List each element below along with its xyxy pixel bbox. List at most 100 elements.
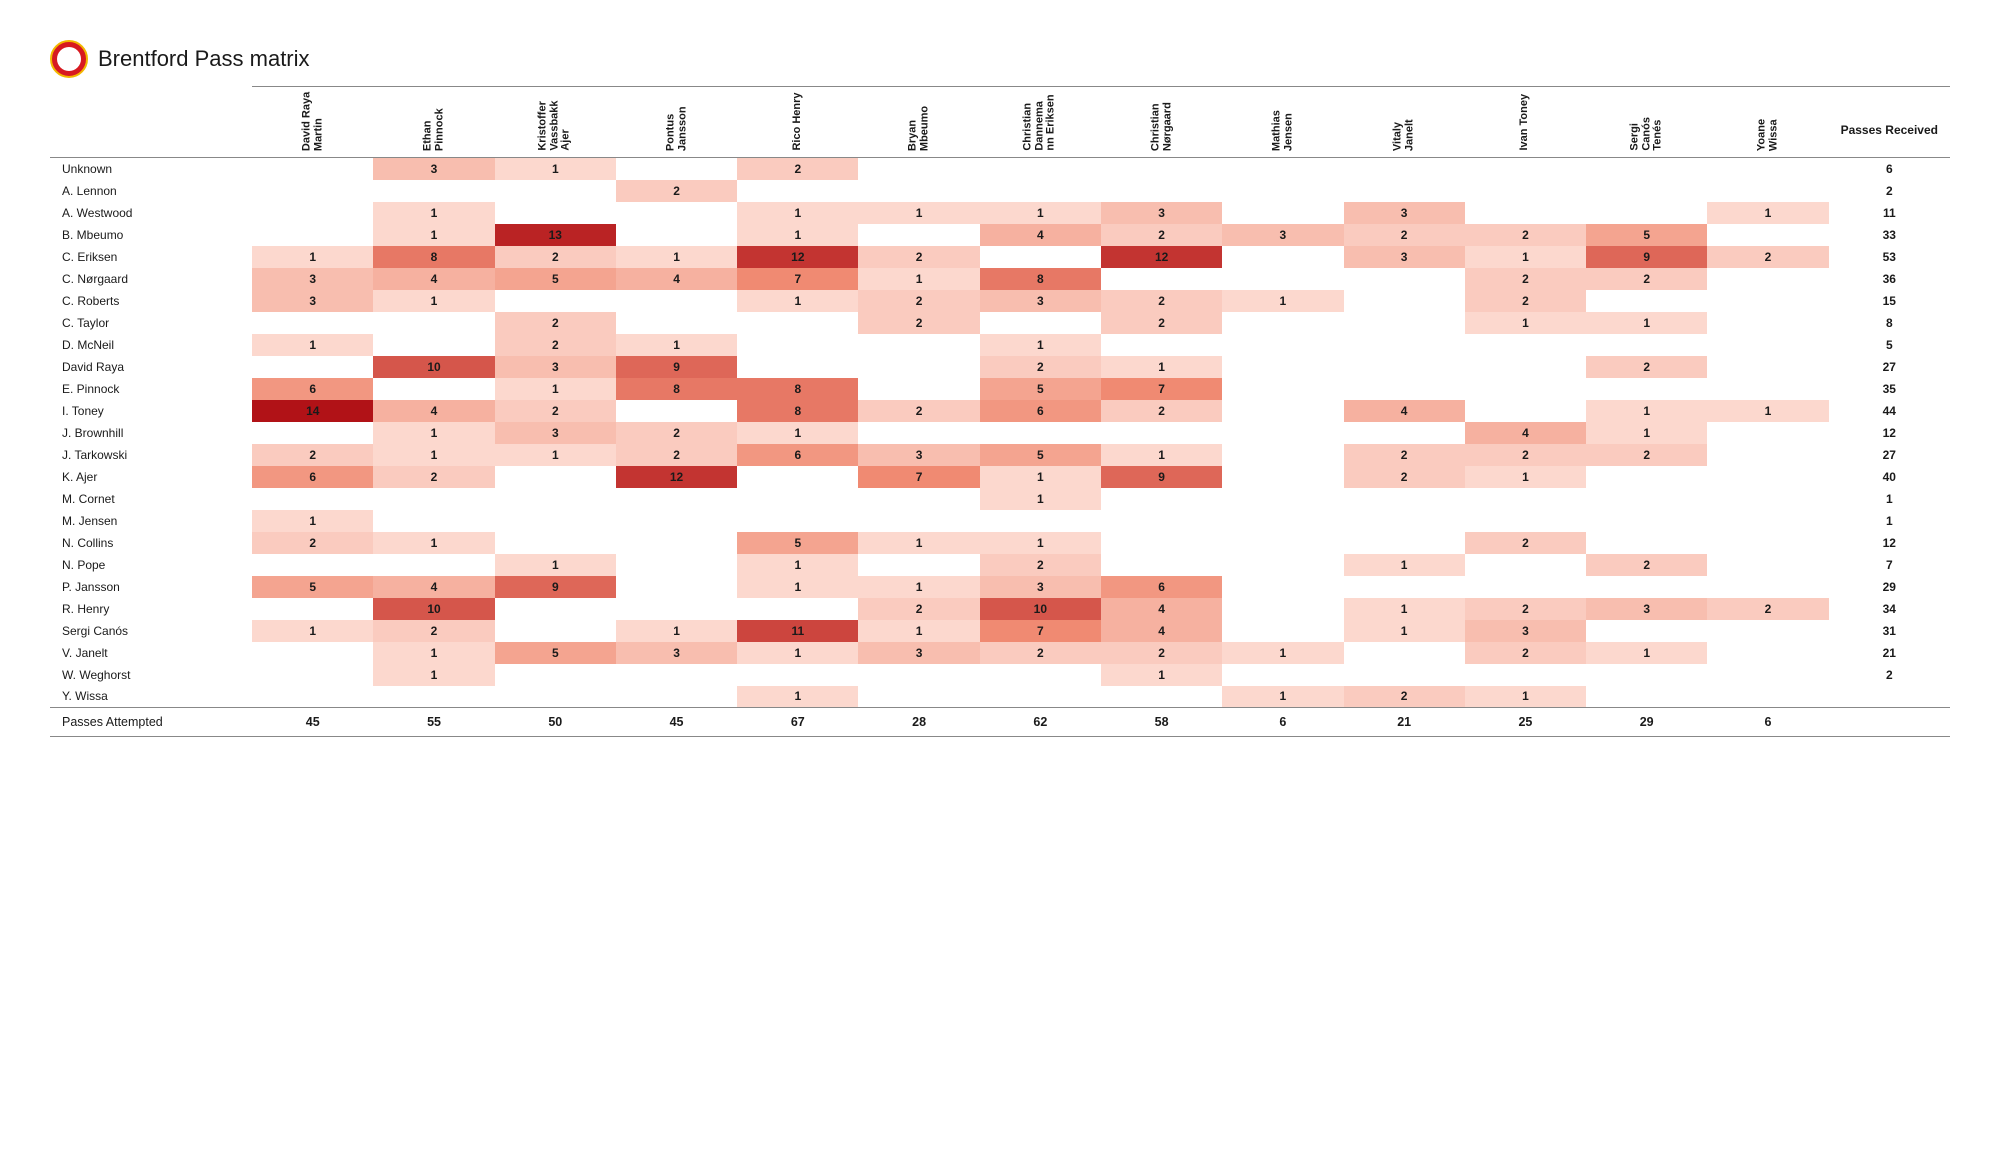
cell: 3 (373, 158, 494, 180)
column-total: 58 (1101, 708, 1222, 737)
cell: 2 (1465, 268, 1586, 290)
column-total: 50 (495, 708, 616, 737)
cell (373, 554, 494, 576)
row-total: 5 (1829, 334, 1950, 356)
row-label: B. Mbeumo (50, 224, 252, 246)
cell: 2 (1465, 224, 1586, 246)
cell: 4 (1101, 620, 1222, 642)
cell (737, 356, 858, 378)
cell: 6 (252, 466, 373, 488)
row-label: J. Brownhill (50, 422, 252, 444)
cell: 11 (737, 620, 858, 642)
cell: 3 (1344, 202, 1465, 224)
row-label: C. Roberts (50, 290, 252, 312)
column-header: David Raya Martin (252, 87, 373, 158)
cell: 1 (980, 488, 1101, 510)
cell: 2 (495, 400, 616, 422)
cell (1344, 642, 1465, 664)
cell: 1 (737, 224, 858, 246)
row-total: 6 (1829, 158, 1950, 180)
row-total: 21 (1829, 642, 1950, 664)
cell: 6 (980, 400, 1101, 422)
cell (616, 598, 737, 620)
cell: 1 (252, 246, 373, 268)
column-header: Christian Dannema nn Eriksen (980, 87, 1101, 158)
cell: 2 (373, 620, 494, 642)
cell (858, 510, 979, 532)
cell (616, 554, 737, 576)
row-label: A. Westwood (50, 202, 252, 224)
cell (1222, 400, 1343, 422)
row-label: J. Tarkowski (50, 444, 252, 466)
table-row: A. Lennon22 (50, 180, 1950, 202)
cell (1222, 510, 1343, 532)
cell: 9 (616, 356, 737, 378)
table-row: E. Pinnock61885735 (50, 378, 1950, 400)
cell: 1 (737, 202, 858, 224)
cell (616, 510, 737, 532)
cell (1101, 158, 1222, 180)
cell (858, 422, 979, 444)
cell (252, 158, 373, 180)
row-total: 7 (1829, 554, 1950, 576)
cell: 1 (980, 532, 1101, 554)
cell (1222, 598, 1343, 620)
cell: 1 (1344, 598, 1465, 620)
cell (1465, 334, 1586, 356)
cell (1101, 488, 1222, 510)
cell: 2 (252, 532, 373, 554)
cell (1586, 466, 1707, 488)
cell (495, 180, 616, 202)
cell (1344, 532, 1465, 554)
cell (1465, 378, 1586, 400)
cell (373, 686, 494, 708)
cell (1707, 290, 1828, 312)
cell (858, 378, 979, 400)
row-total: 44 (1829, 400, 1950, 422)
cell: 1 (858, 620, 979, 642)
cell: 3 (858, 642, 979, 664)
cell (1222, 532, 1343, 554)
cell (1707, 444, 1828, 466)
cell (1344, 180, 1465, 202)
cell (858, 356, 979, 378)
cell (1707, 224, 1828, 246)
cell (1222, 378, 1343, 400)
cell (1222, 444, 1343, 466)
cell (616, 664, 737, 686)
cell: 3 (495, 422, 616, 444)
row-total: 35 (1829, 378, 1950, 400)
cell: 1 (373, 532, 494, 554)
cell: 3 (495, 356, 616, 378)
cell: 2 (858, 400, 979, 422)
cell: 2 (1344, 224, 1465, 246)
cell: 2 (1465, 444, 1586, 466)
column-total: 25 (1465, 708, 1586, 737)
cell: 1 (1101, 356, 1222, 378)
cell: 3 (616, 642, 737, 664)
cell (1465, 664, 1586, 686)
cell: 7 (737, 268, 858, 290)
cell (1586, 686, 1707, 708)
cell (616, 312, 737, 334)
row-total: 34 (1829, 598, 1950, 620)
column-header: Ethan Pinnock (373, 87, 494, 158)
team-logo (50, 40, 88, 78)
cell (858, 488, 979, 510)
cell (980, 686, 1101, 708)
cell: 1 (373, 202, 494, 224)
cell: 2 (1101, 312, 1222, 334)
cell: 2 (1344, 466, 1465, 488)
cell: 2 (1101, 642, 1222, 664)
row-total: 40 (1829, 466, 1950, 488)
table-row: R. Henry102104123234 (50, 598, 1950, 620)
row-total: 8 (1829, 312, 1950, 334)
cell (1707, 576, 1828, 598)
cell: 3 (1465, 620, 1586, 642)
cell (737, 598, 858, 620)
cell (373, 510, 494, 532)
cell: 2 (1465, 290, 1586, 312)
cell (1101, 422, 1222, 444)
cell: 1 (737, 642, 858, 664)
cell: 1 (495, 378, 616, 400)
